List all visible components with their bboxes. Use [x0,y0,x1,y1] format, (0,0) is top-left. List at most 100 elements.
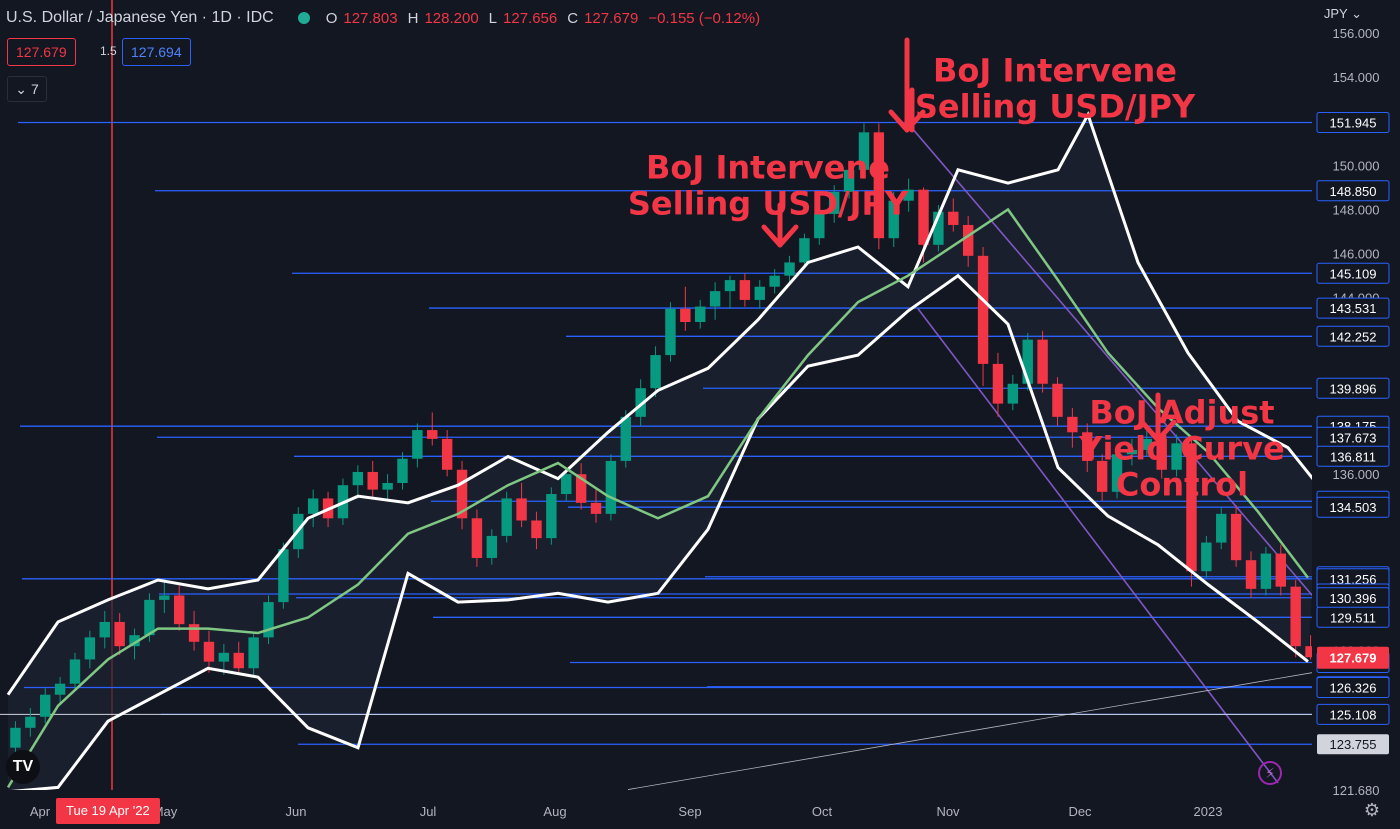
candle [397,452,408,490]
level-price-label: 134.503 [1330,500,1377,515]
candle [441,430,453,477]
annotation-line: BoJ Adjust [1089,393,1274,431]
candle-body [397,458,408,483]
level-price-tag [1316,606,1390,628]
candle [948,198,959,232]
open-label: O [325,9,338,27]
candle [1305,635,1316,660]
candle-body [575,474,587,503]
candle-body [486,535,498,558]
candle-body [888,200,899,239]
candle [1230,505,1242,567]
arrow-head [1139,419,1177,443]
level-price-tag [1316,325,1390,347]
candle-body [1186,443,1197,572]
currency-label: JPY [1323,6,1348,21]
candle-body [1082,432,1093,461]
level-price-tag [1316,496,1390,518]
level-price-tag [1316,377,1390,399]
candle [40,688,51,724]
annotation-text: BoJ Intervene Selling USD/JPY [915,52,1196,126]
candle [665,302,676,362]
candle [99,610,110,649]
candle-body [680,308,691,322]
candle [1216,507,1227,550]
candle [680,286,691,331]
candle [159,582,170,614]
candle [561,467,572,501]
candle-body [188,624,200,642]
x-tick-label: Jul [420,804,437,819]
level-price-tag [1316,112,1390,134]
candle [1245,551,1257,598]
candle [992,352,1004,417]
candle [695,299,706,329]
candle [501,491,512,543]
candle-body [977,255,989,364]
candle-body [1245,560,1257,589]
candle [799,233,810,267]
symbol-title[interactable]: U.S. Dollar / Japanese Yen · 1D · IDC [6,9,274,26]
candle [456,460,468,530]
candle-body [99,621,110,638]
candle-body [724,280,736,292]
candle-body [605,460,617,514]
candle-body [1290,586,1301,647]
level-price-label: 131.256 [1330,572,1377,587]
y-tick-label: 121.680 [1333,783,1380,798]
candle-body [69,659,81,684]
candle [263,595,274,644]
candle [1052,377,1063,426]
candle [575,463,587,510]
level-price-label: 143.531 [1330,301,1377,316]
candle [828,185,840,223]
candle-body [769,275,780,287]
candle-body [1141,438,1153,450]
candle-body [367,471,378,490]
indicators-toggle-button[interactable]: ⌄ 7 [7,76,47,102]
candle [814,209,825,245]
gear-icon[interactable]: ⚙ [1363,800,1380,820]
candle [620,410,631,468]
level-price-label: 137.673 [1330,430,1377,445]
level-price-label: 123.755 [1330,737,1377,752]
lightning-icon[interactable]: ⚡ [1258,761,1282,785]
candle-body [933,211,944,245]
candle [531,511,542,550]
candle-body [352,471,364,486]
candle [69,652,81,691]
candle-body [1171,443,1182,470]
level-price-tag [1316,703,1390,725]
candle-body [129,635,140,647]
currency-selector[interactable]: JPY ⌄ [1324,6,1362,22]
sell-price-button[interactable]: 127.679 [7,38,76,66]
candle-body [695,306,706,322]
candle [1082,423,1093,472]
candle-body [84,637,96,660]
candle-body [873,132,885,239]
candle-body [1022,339,1033,384]
x-tick-label: Sep [678,804,701,819]
candle-body [427,430,438,439]
x-tick-label: Jun [286,804,307,819]
candle [784,255,795,285]
level-price-label: 139.896 [1330,381,1377,396]
last-price-label: 127.679 [1330,651,1377,666]
candle [173,584,185,631]
spread-value: 1.5 [100,44,117,58]
candle [739,273,751,307]
candle [724,275,736,309]
candle-body [1216,513,1227,543]
tradingview-logo[interactable]: TV [6,750,40,784]
buy-price-button[interactable]: 127.694 [122,38,191,66]
level-price-tag [1316,262,1390,284]
candle-body [590,502,602,514]
candle-body [754,286,765,300]
level-price-tag [1316,180,1390,202]
level-price-tag [1317,734,1389,755]
level-price-label: 125.108 [1330,707,1377,722]
level-price-label: 148.850 [1330,184,1377,199]
